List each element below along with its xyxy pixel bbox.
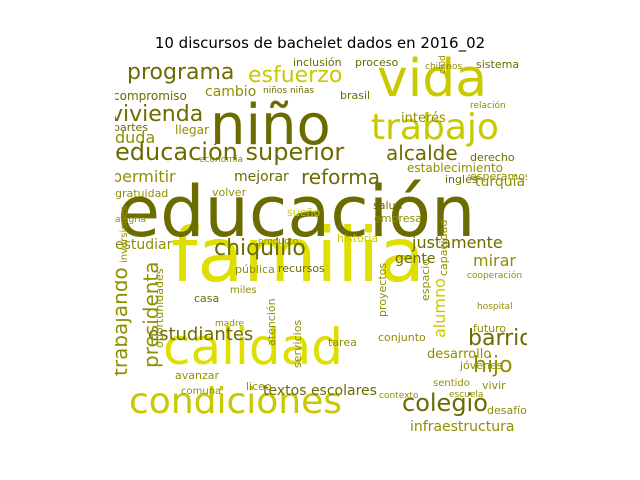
cloud-word: cambio [205,84,256,100]
cloud-word: barrio [468,326,527,351]
cloud-word: servicios [291,320,304,368]
cloud-word: condiciones [129,381,342,422]
cloud-word: contexto [379,391,419,401]
cloud-word: mejorar [234,169,289,185]
cloud-word: tarea [328,336,357,349]
cloud-word: educación [117,171,475,253]
cloud-word: hospital [477,302,513,312]
cloud-word: mirar [473,251,516,270]
cloud-word: textos escolares [263,383,377,399]
cloud-word: partes [115,121,148,134]
cloud-word: futuro [473,322,506,335]
cloud-word: desarrollo [427,347,491,362]
cloud-word: establecimiento [407,161,503,175]
cloud-word: chiquillo [214,236,306,261]
cloud-word: colegio [402,389,488,417]
cloud-word: capacidad [437,220,450,276]
cloud-word: recursos [278,262,325,275]
cloud-word: trabajo [371,107,499,148]
cloud-word: educación superior [115,138,344,166]
cloud-word: gente [395,251,435,267]
cloud-word: estudiar [115,237,173,253]
cloud-word: comuna [181,386,221,397]
cloud-word: alumno [430,278,449,338]
cloud-word: calidad [163,318,343,376]
cloud-word: sentido [433,378,470,389]
cloud-word: alegría [115,215,146,225]
cloud-word: atención [265,298,278,346]
cloud-word: reforma [301,165,380,189]
cloud-word: brasil [340,89,370,102]
cloud-word: avanzar [175,369,219,382]
cloud-word: esperamos [470,170,527,183]
cloud-word: salud [373,199,402,212]
cloud-word: interés [401,111,446,126]
cloud-word: casa [194,292,219,305]
cloud-word: familia [171,211,425,299]
cloud-word: infraestructura [410,419,514,431]
cloud-word: compromiso [115,89,187,103]
cloud-word: sueño [287,206,320,219]
cloud-word: programa [127,60,234,85]
cloud-word: proyectos [376,263,389,317]
cloud-word: jóvenes [459,359,503,372]
cloud-word: relación [470,100,506,111]
cloud-word: llegar [175,123,209,137]
cloud-word: madre [215,319,244,329]
cloud-word: conjunto [378,331,426,344]
cloud-word: presidenta [139,261,163,368]
cloud-word: volver [212,186,247,199]
figure-title: 10 discursos de bachelet dados en 2016_0… [154,34,486,52]
cloud-word: trabajando [115,267,132,376]
cloud-word: derecho [470,151,515,164]
cloud-word: sistema [476,58,519,71]
cloud-word: inglés [445,173,478,186]
cloud-word: cooperación [467,270,522,281]
cloud-word: niño [210,93,331,158]
cloud-word: proceso [355,56,399,69]
cloud-word: vivienda [115,102,203,127]
cloud-word: inversiones [119,206,130,263]
cloud-word: duda [115,128,155,147]
cloud-word: alcalde [386,141,458,165]
cloud-word: miles [230,285,257,296]
cloud-word: inclusión [293,56,342,69]
cloud-word: oportunidades [153,268,166,348]
cloud-word: permitir [115,167,176,186]
cloud-word: turquía [475,174,525,190]
word-cloud: familia educación calidad niño vida condicion… [115,56,527,431]
cloud-word: vivir [482,379,506,392]
cloud-word: escuela [449,390,483,400]
cloud-word: pública [235,263,275,276]
cloud-word: justamente [411,233,503,252]
cloud-word: empresa [374,212,422,225]
cloud-word: esfuerzo [248,63,342,88]
cloud-word: liceo [246,380,272,393]
cloud-word: espacio [419,259,432,301]
cloud-word: niños niñas [263,86,314,96]
cloud-word: chilenos [425,62,462,72]
cloud-word: estudiantes [148,324,253,345]
cloud-word: historia [337,232,378,245]
cloud-word: economía [199,155,243,165]
cloud-word: ciudad [438,56,448,74]
cloud-word: vida [377,56,487,109]
cloud-word: hijo [473,353,513,378]
cloud-word: desafío [487,404,527,417]
cloud-word: producto [258,237,299,247]
cloud-word: gratuidad [115,187,168,200]
